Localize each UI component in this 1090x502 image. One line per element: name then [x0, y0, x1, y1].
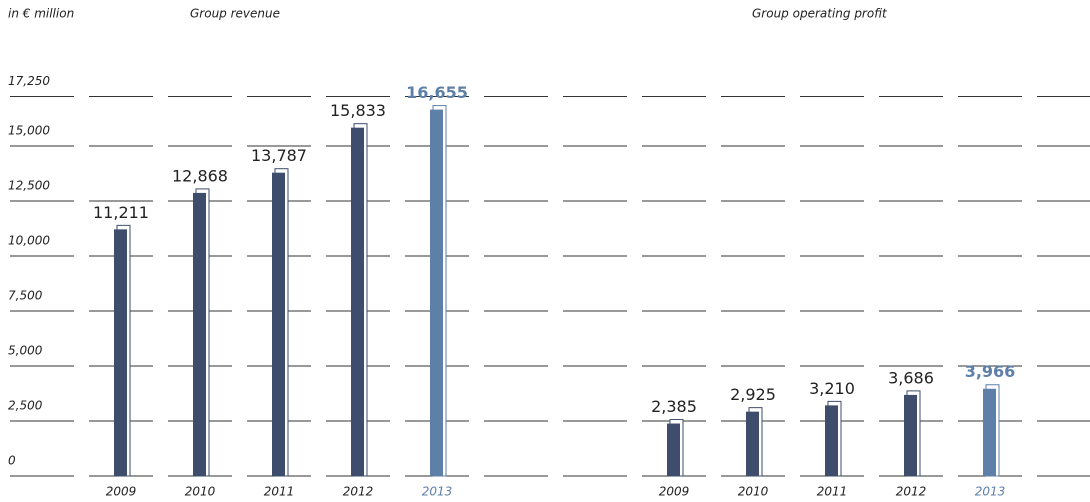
x-tick-label: 2011 — [817, 485, 848, 499]
y-tick-label: 2,500 — [8, 399, 43, 413]
bar — [114, 229, 127, 476]
bar — [825, 405, 838, 476]
value-label: 2,385 — [651, 397, 697, 416]
y-axis-label: in € million — [8, 7, 74, 21]
bar — [272, 172, 285, 476]
x-tick-label: 2012 — [896, 485, 927, 499]
x-tick-label: 2009 — [659, 485, 690, 499]
value-label: 3,210 — [809, 379, 855, 398]
x-tick-label: 2010 — [185, 485, 216, 499]
bar — [430, 109, 443, 476]
value-label: 15,833 — [330, 101, 386, 120]
x-tick-label: 2013 — [975, 485, 1006, 499]
value-label: 11,211 — [93, 203, 149, 222]
value-label: 13,787 — [251, 146, 307, 165]
y-tick-label: 0 — [8, 454, 16, 468]
y-tick-label: 10,000 — [8, 234, 50, 248]
y-tick-label: 15,000 — [8, 124, 50, 138]
bar — [904, 394, 917, 476]
x-tick-label: 2012 — [343, 485, 374, 499]
value-label: 16,655 — [406, 83, 468, 102]
bar — [746, 411, 759, 476]
y-tick-label: 5,000 — [8, 344, 43, 358]
chart-title: Group revenue — [190, 7, 280, 21]
bar — [667, 423, 680, 476]
value-label: 12,868 — [172, 166, 228, 185]
y-tick-label: 17,250 — [8, 74, 50, 88]
x-tick-label: 2011 — [264, 485, 295, 499]
value-label: 3,686 — [888, 368, 934, 387]
y-tick-label: 7,500 — [8, 289, 43, 303]
x-tick-label: 2009 — [106, 485, 137, 499]
y-tick-label: 12,500 — [8, 179, 50, 193]
bar — [193, 192, 206, 477]
chart-title: Group operating profit — [752, 7, 888, 21]
value-label: 3,966 — [965, 362, 1016, 381]
x-tick-label: 2010 — [738, 485, 769, 499]
bar — [351, 127, 364, 476]
bar — [983, 388, 996, 476]
value-label: 2,925 — [730, 385, 776, 404]
x-tick-label: 2013 — [422, 485, 453, 499]
